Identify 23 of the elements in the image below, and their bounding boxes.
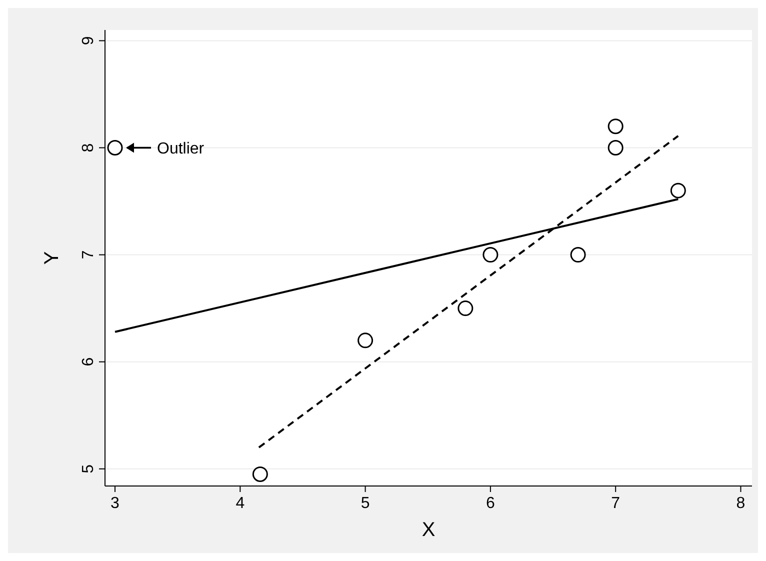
x-tick-label: 5 — [360, 495, 370, 512]
point — [358, 332, 374, 348]
x-tick-label: 6 — [486, 495, 495, 512]
x-tick-label: 8 — [736, 495, 746, 512]
point — [670, 182, 686, 198]
point — [107, 140, 123, 156]
point — [482, 247, 498, 263]
y-tick-label: 9 — [80, 36, 97, 46]
point — [458, 300, 474, 316]
y-tick-label: 8 — [80, 143, 97, 152]
y-tick-label: 5 — [80, 464, 97, 474]
annotation: Outlier — [157, 140, 205, 158]
point — [252, 466, 268, 482]
y-tick-label: 7 — [80, 250, 97, 260]
x-axis-title: X — [422, 519, 436, 541]
x-tick-label: 4 — [236, 495, 245, 512]
y-axis-title: Y — [41, 251, 63, 265]
point — [608, 140, 624, 156]
x-tick-label: 3 — [110, 495, 120, 512]
y-tick-label: 6 — [80, 357, 97, 366]
point — [608, 118, 624, 134]
x-tick-label: 7 — [611, 495, 620, 512]
point — [570, 247, 586, 263]
